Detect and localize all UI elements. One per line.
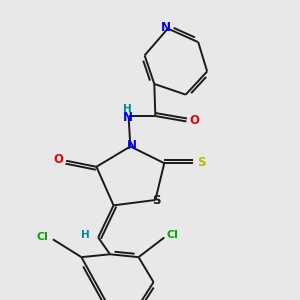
Text: Cl: Cl xyxy=(167,230,179,240)
Text: O: O xyxy=(189,114,199,127)
Text: S: S xyxy=(197,156,206,169)
Text: H: H xyxy=(81,230,90,240)
Text: N: N xyxy=(161,21,171,34)
Text: S: S xyxy=(152,194,161,206)
Text: Cl: Cl xyxy=(36,232,48,242)
Text: N: N xyxy=(122,111,133,124)
Text: O: O xyxy=(54,153,64,166)
Text: H: H xyxy=(123,103,132,114)
Text: N: N xyxy=(126,139,136,152)
